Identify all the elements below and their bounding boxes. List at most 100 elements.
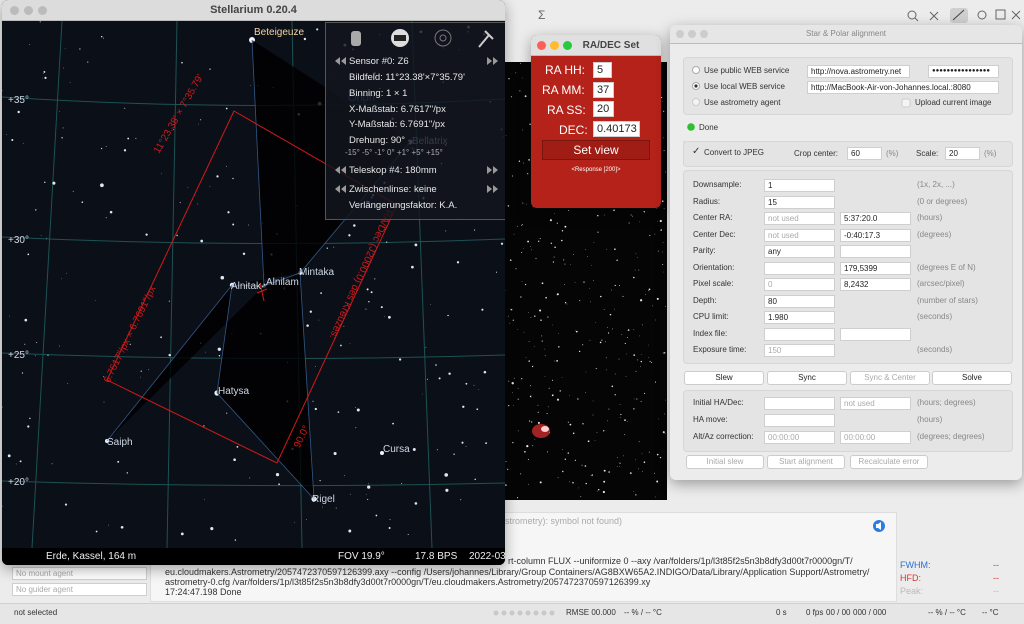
input-field[interactable]: -0:40:17.3: [840, 229, 911, 242]
star: [519, 161, 520, 162]
star: [627, 337, 628, 338]
star: [59, 111, 60, 112]
input-field[interactable]: [764, 397, 835, 410]
star: [525, 284, 526, 285]
window-title: Stellarium 0.20.4: [210, 4, 297, 16]
star: [226, 413, 227, 414]
ra-mm-input[interactable]: 37: [593, 82, 614, 98]
close-button[interactable]: [537, 41, 546, 50]
star: [511, 96, 512, 97]
star: [188, 187, 189, 188]
solve-button[interactable]: Solve: [932, 371, 1012, 385]
radio-buttons[interactable]: [691, 65, 701, 109]
unit: (%): [886, 149, 898, 158]
star: [610, 314, 612, 316]
close-button[interactable]: [10, 6, 19, 15]
input-field[interactable]: [764, 414, 835, 427]
star: [624, 434, 625, 435]
input-field[interactable]: not used: [764, 212, 835, 225]
field-label: Center RA:: [693, 213, 733, 222]
star-label: Saiph: [107, 437, 133, 448]
window-title: RA/DEC Set: [583, 40, 640, 51]
star: [121, 526, 124, 529]
input-field[interactable]: 80: [764, 295, 835, 308]
zoom-button[interactable]: [563, 41, 572, 50]
api-key-input[interactable]: ●●●●●●●●●●●●●●●●: [928, 65, 999, 78]
star: [249, 477, 250, 478]
minimize-button[interactable]: [688, 30, 696, 38]
star: [619, 285, 620, 286]
url-input[interactable]: http://nova.astrometry.net: [807, 65, 910, 78]
speaker-icon[interactable]: [872, 519, 886, 533]
input-field[interactable]: 8,2432: [840, 278, 911, 291]
set-view-button[interactable]: Set view: [542, 140, 650, 160]
input-field[interactable]: 00:00:00: [840, 431, 911, 444]
star: [604, 309, 605, 310]
title-bar: Stellarium 0.20.4: [2, 0, 505, 21]
star: [641, 361, 642, 362]
star: [542, 282, 544, 284]
dec-input[interactable]: 0.40173: [593, 121, 640, 137]
initial-slew-button[interactable]: Initial slew: [686, 455, 764, 469]
star: [515, 268, 516, 269]
guider-agent-select[interactable]: No guider agent: [12, 583, 147, 596]
star-label: Hatysa: [218, 386, 249, 397]
ra-hh-input[interactable]: 5: [593, 62, 612, 78]
input-field[interactable]: not used: [840, 397, 911, 410]
minimize-button[interactable]: [550, 41, 559, 50]
scale-input[interactable]: 20: [945, 147, 980, 160]
input-field[interactable]: 15: [764, 196, 835, 209]
window-title: Star & Polar alignment: [806, 29, 886, 38]
star: [204, 499, 205, 500]
star: [29, 418, 30, 419]
star: [615, 285, 616, 286]
star: [100, 183, 104, 187]
star: [600, 296, 602, 298]
star: [127, 472, 128, 473]
input-field[interactable]: [764, 262, 835, 275]
star: [655, 497, 656, 498]
star: [210, 186, 211, 187]
input-field[interactable]: 00:00:00: [764, 431, 835, 444]
star: [104, 402, 105, 403]
input-field[interactable]: 1: [764, 179, 835, 192]
star: [589, 288, 590, 289]
dec-label: +20°: [8, 477, 29, 488]
input-field[interactable]: 5:37:20.0: [840, 212, 911, 225]
minimize-button[interactable]: [24, 6, 33, 15]
input-field[interactable]: any: [764, 245, 835, 258]
star: [562, 230, 563, 231]
recalculate-button[interactable]: Recalculate error: [850, 455, 928, 469]
sensor-arrows[interactable]: [332, 55, 502, 195]
input-field[interactable]: [840, 245, 911, 258]
field-label: DEC:: [559, 123, 588, 137]
checkbox[interactable]: [901, 98, 911, 108]
field-label: RA SS:: [547, 103, 586, 117]
sync-button[interactable]: Sync: [767, 371, 847, 385]
star: [540, 481, 542, 483]
input-field[interactable]: 1.980: [764, 311, 835, 324]
url-input[interactable]: http://MacBook-Air-von-Johannes.local.:8…: [807, 81, 999, 94]
zoom-button[interactable]: [38, 6, 47, 15]
star: [517, 497, 518, 498]
input-field[interactable]: [840, 328, 911, 341]
star: [579, 351, 580, 352]
slew-button[interactable]: Slew: [684, 371, 764, 385]
input-field[interactable]: not used: [764, 229, 835, 242]
checkmark[interactable]: ✓: [692, 146, 700, 157]
star: [8, 454, 11, 457]
star: [512, 382, 514, 384]
close-button[interactable]: [676, 30, 684, 38]
input-field[interactable]: 179,5399: [840, 262, 911, 275]
mount-agent-select[interactable]: No mount agent: [12, 567, 147, 580]
input-field[interactable]: 150: [764, 344, 835, 357]
zoom-button[interactable]: [700, 30, 708, 38]
ra-ss-input[interactable]: 20: [593, 101, 614, 117]
star: [227, 211, 229, 213]
star: [526, 204, 527, 205]
crop-input[interactable]: 60: [847, 147, 882, 160]
sync-center-button[interactable]: Sync & Center: [850, 371, 930, 385]
start-alignment-button[interactable]: Start alignment: [767, 455, 845, 469]
input-field[interactable]: [764, 328, 835, 341]
input-field[interactable]: 0: [764, 278, 835, 291]
